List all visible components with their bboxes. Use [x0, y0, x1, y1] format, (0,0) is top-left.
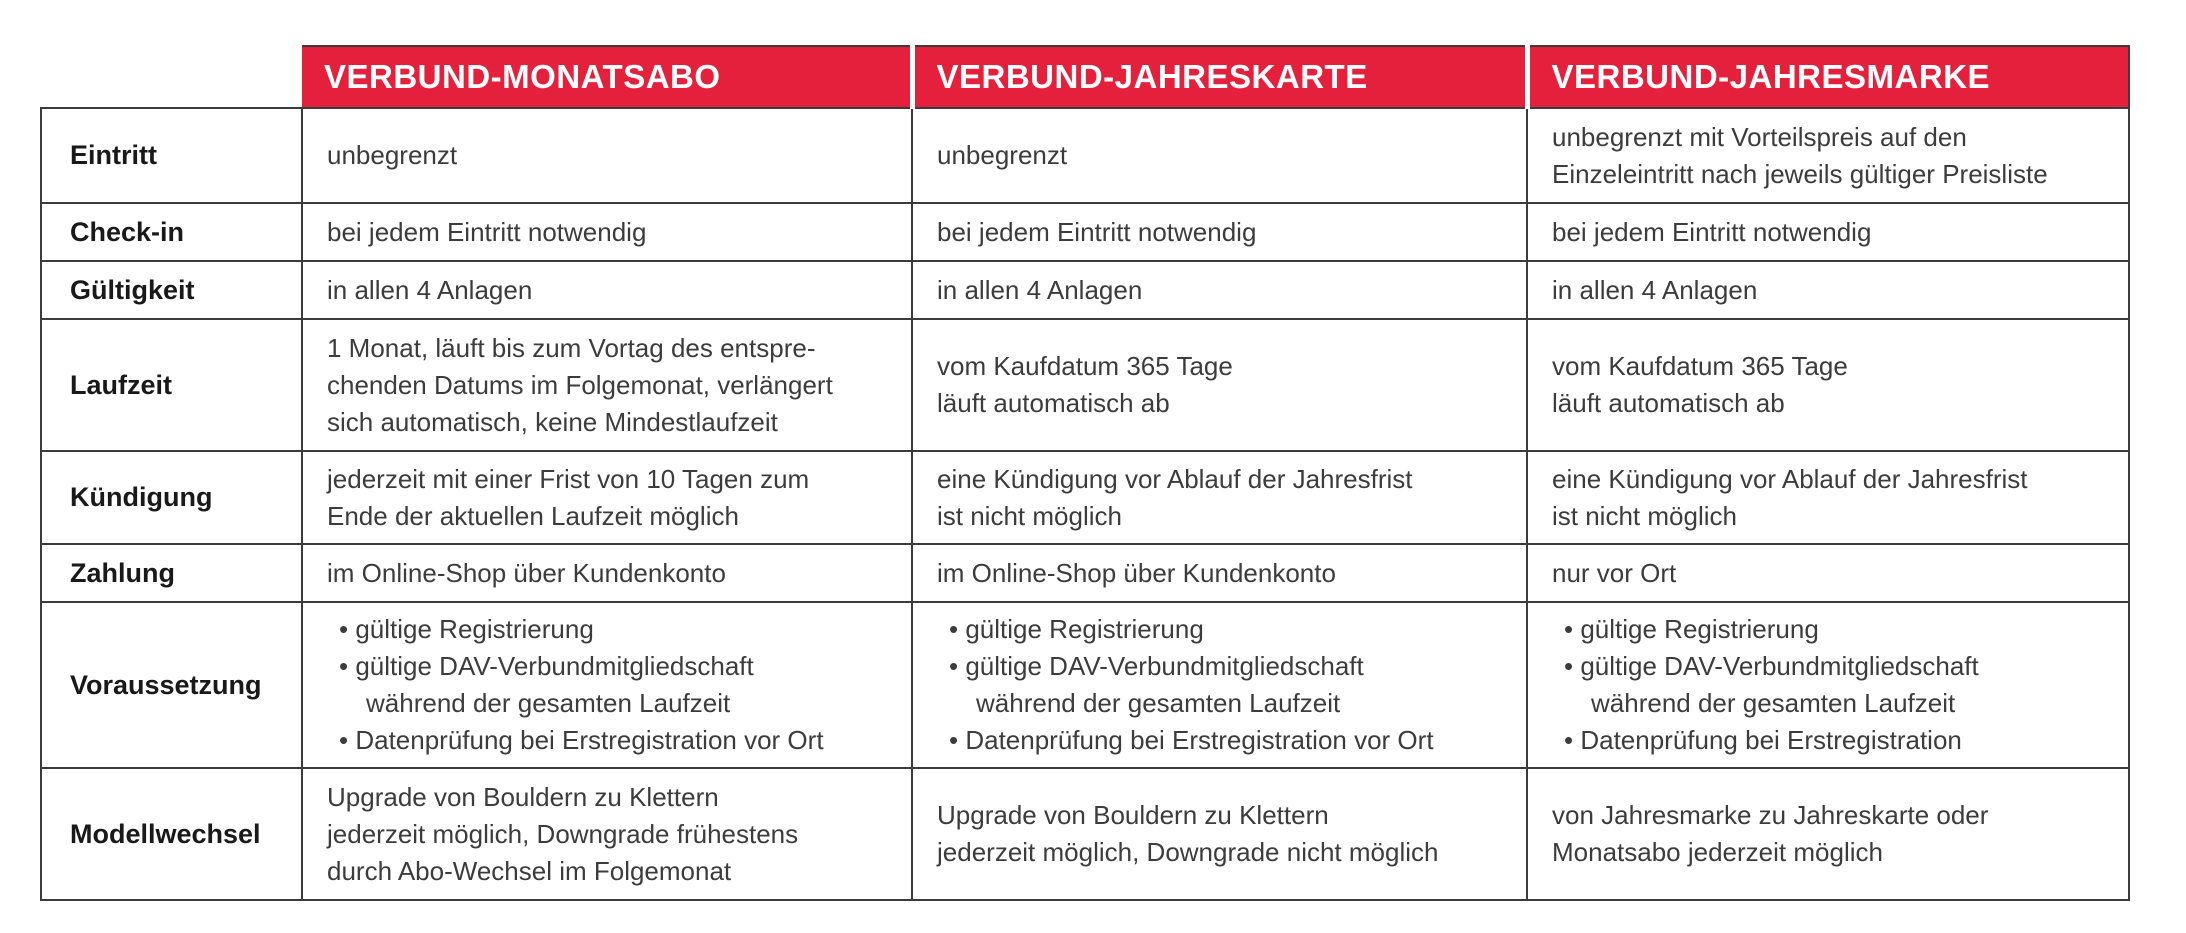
cell-checkin-col3: bei jedem Eintritt notwendig: [1526, 202, 2130, 262]
cell-line: im Online-Shop über Kundenkonto: [327, 557, 726, 588]
cell-zahlung-col3: nur vor Ort: [1526, 543, 2130, 603]
cell-line: eine Kündigung vor Ablauf der Jahresfris…: [937, 463, 1413, 494]
cell-line: • gültige Registrierung: [339, 614, 594, 644]
cell-voraussetzung-col2: • gültige Registrierung • gültige DAV-Ver…: [911, 601, 1528, 769]
cell-line: • gültige DAV-Verbundmitgliedschaft: [339, 651, 754, 681]
cell-line: in allen 4 Anlagen: [327, 274, 533, 305]
table-row-eintritt: Eintritt unbegrenzt unbegrenzt unbegrenzt m…: [40, 107, 2130, 204]
cell-zahlung-col1: im Online-Shop über Kundenkonto: [301, 543, 913, 603]
cell-line: Ende der aktuellen Laufzeit möglich: [327, 500, 739, 531]
header-blank-cell: [41, 46, 302, 108]
cell-line: bei jedem Eintritt notwendig: [1552, 216, 1872, 247]
cell-line: Monatsabo jederzeit möglich: [1552, 837, 1883, 867]
row-label: Voraussetzung: [40, 601, 303, 769]
cell-line: läuft automatisch ab: [937, 388, 1170, 418]
column-header-verbund-jahresmarke: VERBUND-JAHRESMARKE: [1524, 45, 2130, 108]
cell-modellwechsel-col3: von Jahresmarke zu Jahreskarte oder Monat…: [1526, 767, 2130, 901]
cell-line: in allen 4 Anlagen: [937, 274, 1143, 305]
cell-line: unbegrenzt: [327, 140, 458, 170]
cell-line: Upgrade von Bouldern zu Klettern: [937, 800, 1329, 830]
cell-line: während der gesamten Laufzeit: [366, 688, 731, 718]
column-header-verbund-jahreskarte: VERBUND-JAHRESKARTE: [909, 45, 1527, 108]
cell-line: läuft automatisch ab: [1552, 388, 1785, 418]
cell-line: ist nicht möglich: [1552, 500, 1737, 531]
cell-modellwechsel-col2: Upgrade von Bouldern zu Klettern jederzei…: [911, 767, 1528, 901]
cell-line: in allen 4 Anlagen: [1552, 274, 1758, 305]
cell-line: • Datenprüfung bei Erstregistration vor …: [339, 725, 824, 755]
cell-line: durch Abo-Wechsel im Folgemonat: [327, 855, 732, 886]
header-row: VERBUND-MONATSABO VERBUND-JAHRESKARTE VE…: [41, 45, 2130, 108]
cell-voraussetzung-col3: • gültige Registrierung • gültige DAV-Ver…: [1526, 601, 2130, 769]
table-body: Eintritt unbegrenzt unbegrenzt unbegrenzt m…: [40, 107, 2130, 901]
cell-line: im Online-Shop über Kundenkonto: [937, 557, 1336, 588]
cell-line: Einzeleintritt nach jeweils gültiger Pre…: [1552, 158, 2048, 189]
cell-line: • Datenprüfung bei Erstregistration: [1564, 725, 1962, 755]
cell-voraussetzung-col1: • gültige Registrierung • gültige DAV-Ver…: [301, 601, 913, 769]
cell-gueltigkeit-col3: in allen 4 Anlagen: [1526, 260, 2130, 320]
cell-checkin-col1: bei jedem Eintritt notwendig: [301, 202, 913, 262]
table-row-modellwechsel: Modellwechsel Upgrade von Bouldern zu Kle…: [40, 767, 2130, 901]
cell-line: • gültige DAV-Verbundmitgliedschaft: [949, 651, 1364, 681]
cell-line: jederzeit möglich, Downgrade nicht mögli…: [937, 837, 1439, 867]
cell-gueltigkeit-col1: in allen 4 Anlagen: [301, 260, 913, 320]
cell-line: 1 Monat, läuft bis zum Vortag des entspr…: [327, 332, 816, 363]
row-label: Gültigkeit: [40, 260, 303, 320]
membership-comparison-table: VERBUND-MONATSABO VERBUND-JAHRESKARTE VE…: [40, 45, 2130, 901]
cell-line: • gültige DAV-Verbundmitgliedschaft: [1564, 651, 1979, 681]
row-label: Kündigung: [40, 450, 303, 545]
table-row-kuendigung: Kündigung jederzeit mit einer Frist von 1…: [40, 450, 2130, 545]
cell-line: unbegrenzt mit Vorteilspreis auf den: [1552, 121, 1967, 152]
table-row-checkin: Check-in bei jedem Eintritt notwendig bei …: [40, 202, 2130, 262]
cell-laufzeit-col2: vom Kaufdatum 365 Tage läuft automatisch …: [911, 318, 1528, 452]
cell-line: von Jahresmarke zu Jahreskarte oder: [1552, 800, 1989, 830]
table-row-voraussetzung: Voraussetzung • gültige Registrierung • gü…: [40, 601, 2130, 769]
row-label: Modellwechsel: [40, 767, 303, 901]
cell-gueltigkeit-col2: in allen 4 Anlagen: [911, 260, 1528, 320]
cell-line: chenden Datums im Folgemonat, verlängert: [327, 369, 833, 400]
cell-line: vom Kaufdatum 365 Tage: [1552, 351, 1848, 381]
table-row-gueltigkeit: Gültigkeit in allen 4 Anlagen in allen 4 A…: [40, 260, 2130, 320]
cell-line: nur vor Ort: [1552, 557, 1677, 588]
cell-line: vom Kaufdatum 365 Tage: [937, 351, 1233, 381]
cell-line: eine Kündigung vor Ablauf der Jahresfris…: [1552, 463, 2028, 494]
row-label: Check-in: [40, 202, 303, 262]
cell-line: bei jedem Eintritt notwendig: [937, 216, 1257, 247]
cell-kuendigung-col1: jederzeit mit einer Frist von 10 Tagen z…: [301, 450, 913, 545]
cell-modellwechsel-col1: Upgrade von Bouldern zu Klettern jederzei…: [301, 767, 913, 901]
cell-line: • gültige Registrierung: [949, 614, 1204, 644]
cell-eintritt-col3: unbegrenzt mit Vorteilspreis auf den Einz…: [1526, 107, 2130, 204]
cell-eintritt-col1: unbegrenzt: [301, 107, 913, 204]
cell-line: • gültige Registrierung: [1564, 614, 1819, 644]
cell-line: ist nicht möglich: [937, 500, 1122, 531]
cell-line: sich automatisch, keine Mindestlaufzeit: [327, 406, 778, 437]
column-header-verbund-monatsabo: VERBUND-MONATSABO: [302, 45, 912, 108]
cell-line: • Datenprüfung bei Erstregistration vor …: [949, 725, 1434, 755]
cell-line: während der gesamten Laufzeit: [1591, 688, 1956, 718]
cell-kuendigung-col2: eine Kündigung vor Ablauf der Jahresfris…: [911, 450, 1528, 545]
cell-eintritt-col2: unbegrenzt: [911, 107, 1528, 204]
cell-line: Upgrade von Bouldern zu Klettern: [327, 781, 719, 812]
table-row-laufzeit: Laufzeit 1 Monat, läuft bis zum Vortag de…: [40, 318, 2130, 452]
cell-checkin-col2: bei jedem Eintritt notwendig: [911, 202, 1528, 262]
cell-line: jederzeit mit einer Frist von 10 Tagen z…: [327, 463, 810, 494]
row-label: Laufzeit: [40, 318, 303, 452]
cell-zahlung-col2: im Online-Shop über Kundenkonto: [911, 543, 1528, 603]
cell-line: jederzeit möglich, Downgrade frühestens: [327, 818, 799, 849]
table-row-zahlung: Zahlung im Online-Shop über Kundenkonto im…: [40, 543, 2130, 603]
cell-laufzeit-col1: 1 Monat, läuft bis zum Vortag des entspr…: [301, 318, 913, 452]
cell-line: bei jedem Eintritt notwendig: [327, 216, 647, 247]
row-label: Eintritt: [40, 107, 303, 204]
cell-laufzeit-col3: vom Kaufdatum 365 Tage läuft automatisch …: [1526, 318, 2130, 452]
cell-line: während der gesamten Laufzeit: [976, 688, 1341, 718]
row-label: Zahlung: [40, 543, 303, 603]
cell-line: unbegrenzt: [937, 140, 1068, 170]
cell-kuendigung-col3: eine Kündigung vor Ablauf der Jahresfris…: [1526, 450, 2130, 545]
